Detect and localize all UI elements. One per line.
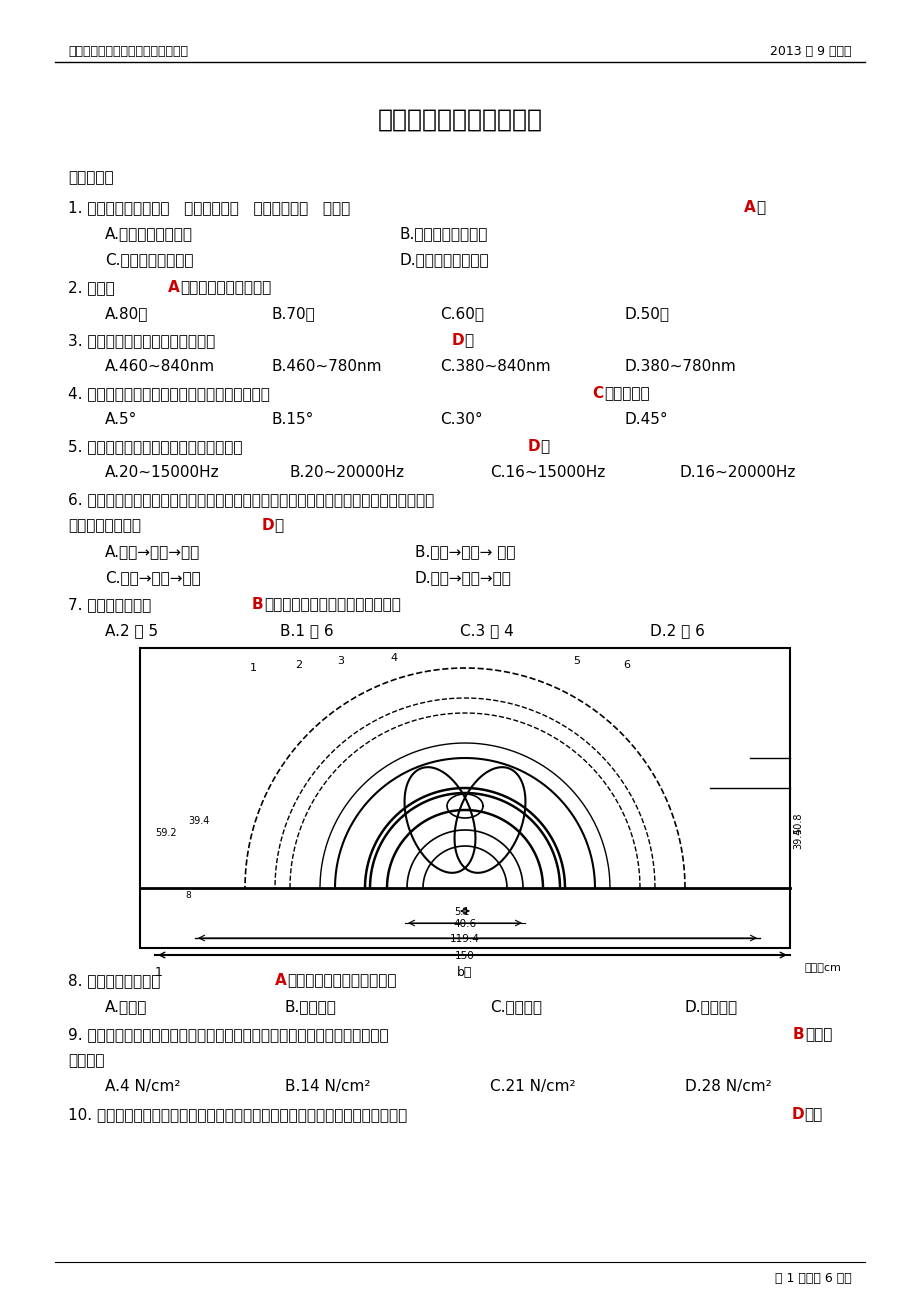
Text: D.16~20000Hz: D.16~20000Hz xyxy=(679,465,796,480)
Text: C.3 和 4: C.3 和 4 xyxy=(460,622,513,638)
Text: B: B xyxy=(252,598,264,612)
Text: C: C xyxy=(591,385,603,401)
Text: D.28 N/cm²: D.28 N/cm² xyxy=(685,1079,771,1094)
Text: D.380~780nm: D.380~780nm xyxy=(624,359,736,374)
Text: B.15°: B.15° xyxy=(272,411,314,427)
Text: C.60％: C.60％ xyxy=(439,306,483,322)
Text: 1: 1 xyxy=(154,966,163,979)
Text: 第 1 页（共 6 页）: 第 1 页（共 6 页） xyxy=(775,1272,851,1285)
Text: ）: ） xyxy=(274,518,283,533)
Text: A.4 N/cm²: A.4 N/cm² xyxy=(105,1079,180,1094)
Text: 1: 1 xyxy=(250,663,256,673)
Text: 39.4: 39.4 xyxy=(792,827,802,849)
Text: 3: 3 xyxy=(336,656,344,667)
Text: A.460~840nm: A.460~840nm xyxy=(105,359,215,374)
Text: D: D xyxy=(262,518,275,533)
Text: B.20~20000Hz: B.20~20000Hz xyxy=(289,465,404,480)
Text: A: A xyxy=(743,201,754,215)
Text: 4: 4 xyxy=(390,654,397,663)
Text: D: D xyxy=(451,333,464,348)
Text: 5. 具有正常听力的青少年的可听范围是（: 5. 具有正常听力的青少年的可听范围是（ xyxy=(68,439,243,454)
Text: ）区域内。: ）区域内。 xyxy=(604,385,649,401)
Text: 119.4: 119.4 xyxy=(449,934,480,944)
Text: C.380~840nm: C.380~840nm xyxy=(439,359,550,374)
Text: B.温度环境: B.温度环境 xyxy=(285,999,336,1014)
Text: A: A xyxy=(168,280,179,296)
Text: 6: 6 xyxy=(622,660,630,671)
Text: B.1 和 6: B.1 和 6 xyxy=(279,622,334,638)
Text: D.欧洲；日本；美国: D.欧洲；日本；美国 xyxy=(400,253,489,267)
Text: ）是一切人机作业的前提。: ）是一切人机作业的前提。 xyxy=(287,973,396,988)
Text: 150: 150 xyxy=(455,950,474,961)
Text: 3. 正常人能感觉到的光的波长为（: 3. 正常人能感觉到的光的波长为（ xyxy=(68,333,215,348)
Text: 一．单选题: 一．单选题 xyxy=(68,171,114,185)
Text: C.16~15000Hz: C.16~15000Hz xyxy=(490,465,605,480)
Text: D: D xyxy=(791,1107,804,1122)
Text: D: D xyxy=(528,439,540,454)
Text: D.2 和 6: D.2 和 6 xyxy=(650,622,704,638)
Text: 5: 5 xyxy=(573,656,579,667)
Text: 4. 人眼观看展示物的最佳视角在地域标准视角（: 4. 人眼观看展示物的最佳视角在地域标准视角（ xyxy=(68,385,269,401)
Text: A.光环境: A.光环境 xyxy=(105,999,147,1014)
Text: 描述，这公式是（: 描述，这公式是（ xyxy=(68,518,141,533)
Text: 《安全人机工程》模拟题: 《安全人机工程》模拟题 xyxy=(377,108,542,132)
Text: 5.1: 5.1 xyxy=(454,907,470,917)
Text: 59.2: 59.2 xyxy=(154,828,176,838)
Text: B.美国；日本；欧洲: B.美国；日本；欧洲 xyxy=(400,227,488,241)
Text: C.意识→刺激→反应: C.意识→刺激→反应 xyxy=(105,570,200,585)
Text: 力为好。: 力为好。 xyxy=(68,1053,105,1068)
Text: 中国地质大学（北京）继续教育学院: 中国地质大学（北京）继续教育学院 xyxy=(68,46,187,59)
Text: 10. 为保证作业人员的操作活动不受限制，每个人的工作活动面积最少不得小于（: 10. 为保证作业人员的操作活动不受限制，每个人的工作活动面积最少不得小于（ xyxy=(68,1107,407,1122)
Text: B.14 N/cm²: B.14 N/cm² xyxy=(285,1079,370,1094)
Text: b）: b） xyxy=(457,966,472,979)
Text: B: B xyxy=(792,1027,804,1042)
Text: 9. 在控制器的设计中的脚动控制器的设计上，一脚的脚蹬（或脚踏板）采用（: 9. 在控制器的设计中的脚动控制器的设计上，一脚的脚蹬（或脚踏板）采用（ xyxy=(68,1027,388,1042)
Text: ），: ）， xyxy=(803,1107,822,1122)
Text: A.反应→刺激→意识: A.反应→刺激→意识 xyxy=(105,544,200,559)
Text: A.5°: A.5° xyxy=(105,411,137,427)
Text: ）: ） xyxy=(539,439,549,454)
Text: D.刺激→意识→反应: D.刺激→意识→反应 xyxy=(414,570,511,585)
Text: 8: 8 xyxy=(185,892,190,901)
Text: ）曲线为左右手的正常操作范围。: ）曲线为左右手的正常操作范围。 xyxy=(264,598,401,612)
Text: 1. 人机工程学起源于（   ），形成于（   ），发展于（   ）。（: 1. 人机工程学起源于（ ），形成于（ ），发展于（ ）。（ xyxy=(68,201,350,215)
Text: ）的阻: ）的阻 xyxy=(804,1027,832,1042)
Text: 50.8: 50.8 xyxy=(792,812,802,833)
Text: B.70％: B.70％ xyxy=(272,306,315,322)
Text: C.日本；欧洲；美国: C.日本；欧洲；美国 xyxy=(105,253,193,267)
Bar xyxy=(140,648,789,948)
Text: 6. 人在人机系统的操作过程中所起的作用，可通过心理学提出的带有普通意义的公式加以: 6. 人在人机系统的操作过程中所起的作用，可通过心理学提出的带有普通意义的公式加… xyxy=(68,492,434,506)
Text: 40.6: 40.6 xyxy=(453,919,476,930)
Text: B.460~780nm: B.460~780nm xyxy=(272,359,382,374)
Text: 8. 在作业环境中，（: 8. 在作业环境中，（ xyxy=(68,973,160,988)
Text: C.21 N/cm²: C.21 N/cm² xyxy=(490,1079,575,1094)
Text: 2013 年 9 月机考: 2013 年 9 月机考 xyxy=(770,46,851,59)
Text: A.欧洲；美国；日本: A.欧洲；美国；日本 xyxy=(105,227,193,241)
Text: C.30°: C.30° xyxy=(439,411,482,427)
Text: A.2 和 5: A.2 和 5 xyxy=(105,622,158,638)
Text: 单位：cm: 单位：cm xyxy=(804,963,841,973)
Text: D.噪声环境: D.噪声环境 xyxy=(685,999,737,1014)
Text: 2: 2 xyxy=(295,660,301,671)
Text: ）: ） xyxy=(755,201,765,215)
Text: D.45°: D.45° xyxy=(624,411,668,427)
Text: 39.4: 39.4 xyxy=(187,816,210,825)
Text: D.50％: D.50％ xyxy=(624,306,669,322)
Text: ）: ） xyxy=(463,333,472,348)
Text: A: A xyxy=(275,973,287,988)
Text: C.湿度环境: C.湿度环境 xyxy=(490,999,541,1014)
Text: B.刺激→意识→ 反应: B.刺激→意识→ 反应 xyxy=(414,544,515,559)
Text: 2. 人体（: 2. 人体（ xyxy=(68,280,115,296)
Text: A.80％: A.80％ xyxy=(105,306,148,322)
Text: ）的信息由视觉获得。: ）的信息由视觉获得。 xyxy=(180,280,271,296)
Text: 7. 如下图，其中（: 7. 如下图，其中（ xyxy=(68,598,151,612)
Text: A.20~15000Hz: A.20~15000Hz xyxy=(105,465,220,480)
